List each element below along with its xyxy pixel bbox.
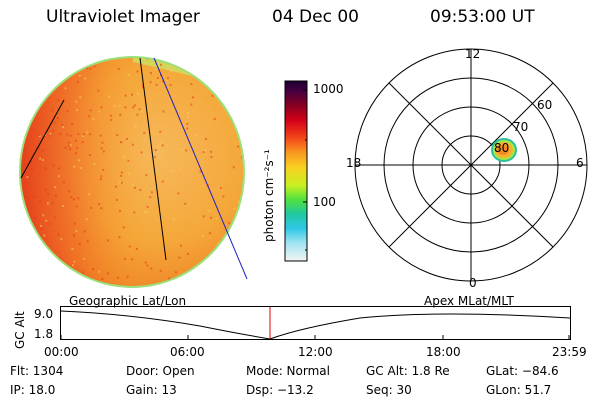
track-line-center [139, 57, 167, 261]
colorbar-tick-1000: 1000 [313, 82, 344, 96]
mlt-label-12: 12 [465, 47, 481, 61]
info-dsp: Dsp: −13.2 [246, 383, 314, 397]
instrument-title: Ultraviolet Imager [46, 7, 200, 27]
color-bar [284, 80, 308, 262]
lat-label-60: 60 [537, 98, 553, 112]
lat-label-80: 80 [494, 141, 510, 155]
info-seq: Seq: 30 [366, 383, 412, 397]
altitude-curve [60, 310, 571, 340]
timeline-xtick-0000: 00:00 [44, 345, 79, 359]
timeline-xtick-1800: 18:00 [426, 345, 461, 359]
track-line-blue [153, 57, 248, 280]
time-label: 09:53:00 UT [430, 7, 535, 27]
lat-label-70: 70 [513, 120, 529, 134]
mlt-label-0: 0 [469, 276, 477, 290]
info-mode: Mode: Normal [246, 364, 330, 378]
timeline-ytick-low: 1.8 [34, 327, 54, 341]
timeline-xtick-2359: 23:59 [552, 345, 587, 359]
hotspot [491, 138, 517, 162]
colorbar-tick-100: 100 [313, 195, 336, 209]
info-glon: GLon: 51.7 [486, 383, 552, 397]
info-door: Door: Open [126, 364, 195, 378]
polar-plot [354, 48, 588, 282]
info-flt: Flt: 1304 [10, 364, 64, 378]
timeline-ytick-high: 9.0 [34, 307, 54, 321]
uv-image [19, 56, 248, 288]
timeline-xtick-1200: 12:00 [298, 345, 333, 359]
timeline-left-label: Geographic Lat/Lon [69, 294, 187, 308]
track-line-left [20, 99, 65, 179]
date-label: 04 Dec 00 [272, 7, 359, 27]
colorbar-unit-label: photon cm⁻²s⁻¹ [262, 149, 276, 242]
info-gc-alt: GC Alt: 1.8 Re [366, 364, 450, 378]
mlt-label-6: 6 [576, 156, 584, 170]
timeline-right-label: Apex MLat/MLT [424, 294, 514, 308]
timeline-plot [60, 306, 571, 340]
mlt-label-18: 18 [346, 156, 362, 170]
info-ip: IP: 18.0 [10, 383, 56, 397]
info-glat: GLat: −84.6 [486, 364, 559, 378]
timeline-xtick-0600: 06:00 [170, 345, 205, 359]
info-gain: Gain: 13 [126, 383, 177, 397]
timeline-axis-label: GC Alt [13, 311, 27, 349]
